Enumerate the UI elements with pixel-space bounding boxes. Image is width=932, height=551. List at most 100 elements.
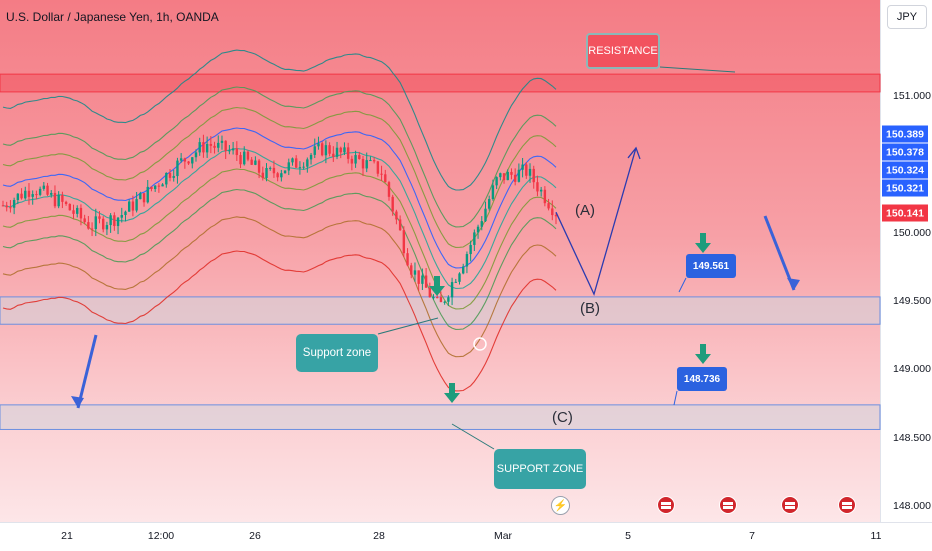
candle-body (462, 266, 465, 274)
candle-body (521, 164, 524, 170)
callout-pointer (451, 423, 495, 450)
candle-body (495, 177, 498, 186)
down-arrow-head (444, 393, 460, 403)
candle-body (543, 189, 547, 204)
candle-body (254, 160, 257, 165)
band-line (2, 216, 557, 358)
candle-body (346, 147, 350, 159)
band-line (2, 86, 557, 228)
candle-body (20, 193, 23, 199)
candle-body (387, 182, 391, 197)
callout-pointer (659, 66, 736, 73)
candle-body (547, 203, 550, 209)
target-price-1[interactable]: 149.561 (686, 254, 736, 278)
candle-body (384, 174, 387, 183)
y-tick-label: 149.500 (893, 295, 931, 307)
down-arrow-head (429, 286, 445, 296)
candle-body (179, 158, 183, 161)
candle-body (79, 207, 83, 219)
candle-body (61, 194, 64, 202)
candle-body (198, 142, 201, 153)
projection-path (555, 147, 637, 297)
candle-body (469, 244, 472, 255)
candle-body (168, 172, 172, 178)
candle-body (306, 159, 309, 167)
candle-body (328, 145, 331, 154)
candle-body (90, 228, 94, 230)
candle-body (157, 185, 161, 187)
candle-body (335, 147, 339, 157)
candle-body (202, 142, 205, 153)
chart-title: U.S. Dollar / Japanese Yen, 1h, OANDA (6, 10, 219, 24)
us-flag-icon[interactable] (657, 496, 675, 514)
candle-body (536, 182, 539, 192)
band-line (2, 49, 557, 191)
us-flag-icon[interactable] (781, 496, 799, 514)
candle-body (354, 155, 357, 164)
candle-body (551, 208, 554, 216)
candle-body (94, 216, 97, 230)
candle-body (31, 194, 34, 197)
candle-body (447, 297, 450, 302)
us-flag-icon[interactable] (719, 496, 737, 514)
candle-body (102, 218, 105, 230)
x-tick-label: 28 (373, 530, 385, 542)
time-axis[interactable] (0, 522, 932, 551)
candle-body (220, 140, 224, 143)
candle-body (432, 297, 435, 299)
candle-body (502, 173, 506, 181)
target-price-2[interactable]: 148.736 (677, 367, 727, 391)
price-axis[interactable] (880, 0, 932, 522)
candle-body (324, 145, 328, 156)
currency-button[interactable]: JPY (887, 5, 927, 29)
down-arrow-shaft (434, 276, 440, 287)
candle-body (291, 158, 294, 163)
x-tick-label: Mar (493, 530, 513, 542)
resistance-callout[interactable]: RESISTANCE (586, 33, 660, 69)
candle-body (361, 158, 365, 169)
candle-body (476, 226, 480, 233)
lightning-icon[interactable]: ⚡ (551, 496, 570, 515)
candle-body (398, 219, 402, 231)
candle-body (105, 225, 109, 230)
candle-body (24, 190, 27, 199)
candle-body (113, 215, 116, 227)
candle-body (50, 192, 53, 195)
candle-body (402, 230, 406, 254)
y-tick-label: 150.000 (893, 227, 931, 239)
candle-body (209, 143, 213, 146)
callout-pointer (673, 390, 678, 406)
support-zone (0, 404, 881, 430)
candle-body (5, 205, 8, 208)
us-flag-icon[interactable] (838, 496, 856, 514)
candle-body (343, 147, 346, 153)
candle-body (153, 185, 157, 190)
candle-body (261, 172, 264, 179)
candle-body (228, 150, 231, 152)
candle-body (391, 196, 394, 212)
candle-body (38, 188, 42, 195)
price-label: 150.378 (882, 143, 928, 161)
candle-body (376, 161, 380, 174)
down-arrow-shaft (449, 383, 455, 394)
candle-body (395, 211, 398, 220)
x-tick-label: 5 (625, 530, 631, 542)
candle-body (554, 215, 558, 217)
candle-body (131, 201, 135, 211)
support-zone-callout[interactable]: Support zone (296, 334, 378, 372)
candle-body (265, 167, 268, 179)
candle-body (365, 160, 368, 169)
candle-body (320, 143, 324, 156)
candle-body (87, 222, 90, 229)
candle-body (165, 172, 168, 185)
candle-body (525, 164, 528, 176)
candle-body (369, 160, 372, 162)
price-label: 150.389 (882, 125, 928, 143)
candle-body (317, 143, 320, 147)
candle-body (450, 282, 454, 298)
candle-body (27, 190, 31, 197)
support-zone-callout-2[interactable]: SUPPORT ZONE (494, 449, 586, 489)
candle-body (213, 145, 216, 148)
down-arrow-shaft (700, 233, 706, 244)
